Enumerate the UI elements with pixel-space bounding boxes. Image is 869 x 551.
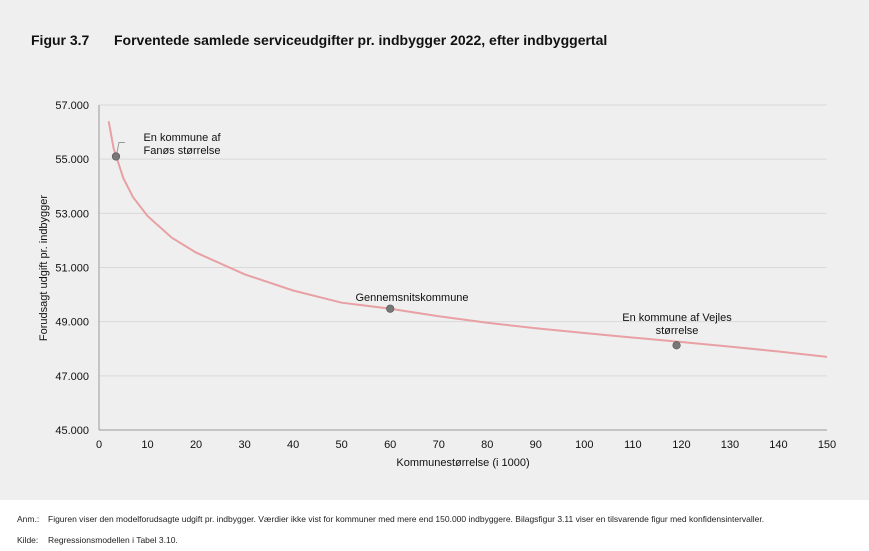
x-tick-label: 60 [384,439,396,451]
x-tick-label: 110 [624,439,642,451]
y-tick-label: 45.000 [55,425,89,437]
annotation-label: En kommune af Vejles [622,312,732,324]
y-tick-label: 47.000 [55,371,89,383]
figure-number: Figur 3.7 [31,32,90,48]
y-tick-label: 49.000 [55,317,89,329]
x-tick-labels: 0 10 20 30 40 50 60 70 80 90 100 110 120 130 140 150 [96,439,836,451]
x-tick-label: 100 [575,439,593,451]
x-tick-label: 30 [238,439,250,451]
data-points [111,152,681,350]
y-tick-label: 53.000 [55,208,89,220]
highlight-point [386,304,395,313]
x-tick-label: 70 [433,439,445,451]
x-tick-label: 50 [336,439,348,451]
chart: 45.000 47.000 49.000 51.000 53.000 55.000 57.0… [38,100,836,469]
y-tick-labels: 45.000 47.000 49.000 51.000 53.000 55.000 57.0… [55,100,89,437]
note-anm: Anm.: Figuren viser den modelforudsagte u… [17,514,765,524]
x-axis-label: Kommunestørrelse (i 1000) [396,457,529,469]
annotation-label: Fanøs størrelse [143,145,220,157]
x-tick-label: 10 [141,439,153,451]
series-line [107,121,828,358]
gridlines [98,104,827,431]
annotation-label: Gennemsnitskommune [355,292,468,304]
x-tick-label: 40 [287,439,299,451]
annotation-label: størrelse [656,325,699,337]
y-tick-label: 55.000 [55,154,89,166]
x-tick-label: 130 [721,439,739,451]
x-tick-label: 140 [769,439,787,451]
highlight-point [111,152,121,161]
y-tick-label: 57.000 [55,100,89,112]
annotation-leader [116,141,125,153]
figure-title: Forventede samlede serviceudgifter pr. i… [114,32,608,48]
x-tick-label: 120 [672,439,690,451]
y-tick-label: 51.000 [55,263,89,275]
x-tick-label: 0 [96,439,102,451]
x-tick-label: 20 [190,439,202,451]
x-tick-label: 90 [530,439,542,451]
y-axis-label: Forudsagt udgift pr. indbygger [38,195,50,341]
highlight-point [672,341,681,350]
x-tick-label: 80 [481,439,493,451]
figure-heading: Figur 3.7 Forventede samlede serviceudgif… [31,32,607,48]
annotation-label: En kommune af [143,132,221,144]
x-tick-label: 150 [818,439,836,451]
figure-panel [0,0,869,500]
note-kilde: Kilde: Regressionsmodellen i Tabel 3.10. [17,535,178,545]
figure-notes: Anm.: Figuren viser den modelforudsagte u… [17,509,764,551]
